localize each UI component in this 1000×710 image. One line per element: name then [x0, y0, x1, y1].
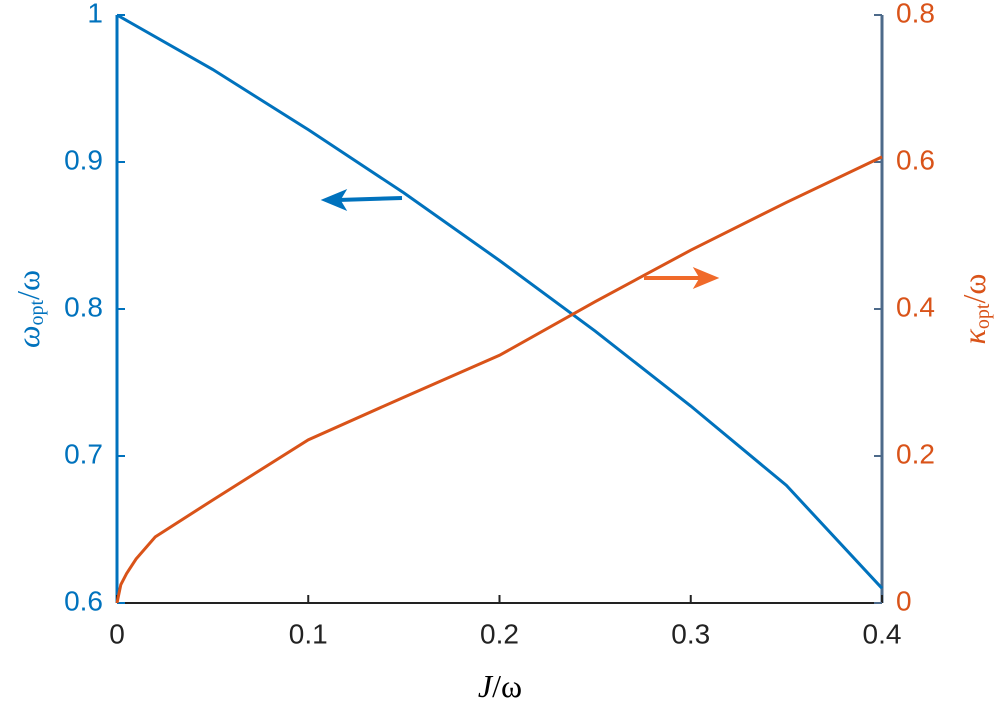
- y-tick-label: 1: [87, 0, 103, 28]
- y-tick-label: 0.8: [64, 291, 103, 322]
- y-label-tail: /ω: [10, 270, 46, 300]
- y2-label-main: κ: [956, 328, 992, 344]
- y2-tick-label: 0.8: [896, 0, 935, 28]
- y2-tick-label: 0.2: [896, 438, 935, 469]
- y2-tick-label: 0: [896, 585, 912, 616]
- x-tick-label: 0.3: [671, 618, 710, 649]
- x-tick-label: 0: [109, 618, 125, 649]
- y-label-sub: opt: [26, 299, 48, 325]
- y-tick-label: 0.9: [64, 144, 103, 175]
- y2-label-sub: opt: [972, 303, 994, 329]
- x-tick-label: 0.1: [289, 618, 328, 649]
- y-axis-label: ωopt/ω: [10, 270, 47, 348]
- axes: 0 0.1 0.2 0.3 0.4 0.6 0.7 0.8 0.9 1 0 0.2 0.4 0.6 0.8: [64, 0, 935, 649]
- y2-axis-label: κopt/ω: [956, 274, 993, 345]
- data-line: [116, 13, 884, 590]
- y2-label-tail: /ω: [956, 274, 992, 304]
- x-tick-label: 0.4: [863, 618, 902, 649]
- y-tick-label: 0.6: [64, 585, 103, 616]
- arrow-right: [644, 266, 720, 290]
- x-label-main: J: [478, 668, 494, 704]
- arrow-left: [320, 188, 403, 212]
- y2-tick-label: 0.4: [896, 291, 935, 322]
- y-tick-label: 0.7: [64, 438, 103, 469]
- y-label-main: ω: [10, 325, 46, 348]
- y2-tick-label: 0.6: [896, 144, 935, 175]
- x-axis-label: J/ω: [478, 668, 522, 704]
- data-line: [115, 155, 883, 604]
- x-label-tail: /ω: [492, 668, 522, 704]
- x-tick-label: 0.2: [480, 618, 519, 649]
